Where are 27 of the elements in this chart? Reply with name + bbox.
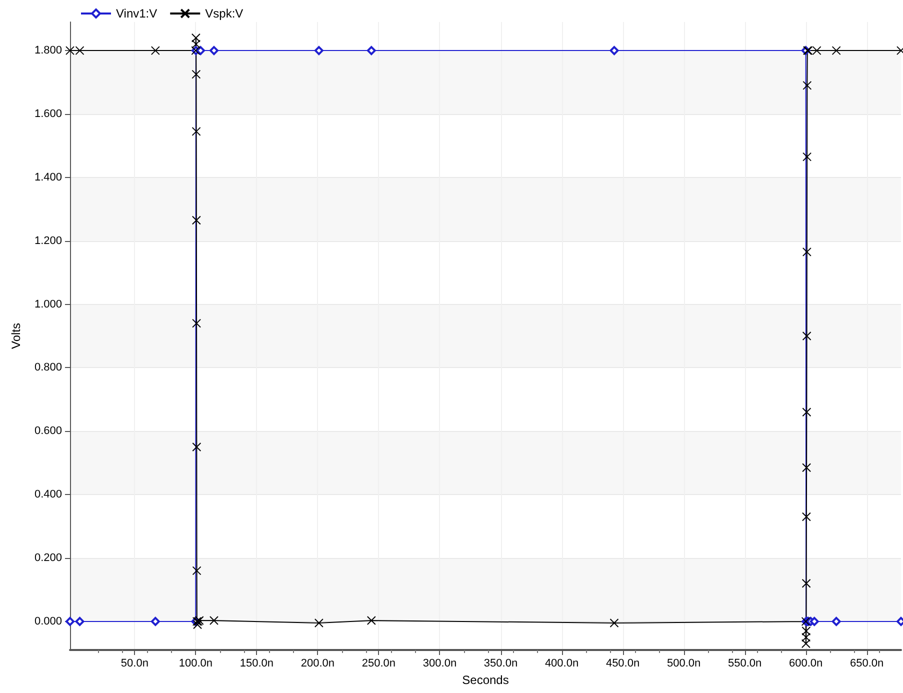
y-tick-label: 0.000: [34, 615, 62, 628]
x-tick-label: 100.0n: [178, 658, 213, 670]
x-tick-label: 500.0n: [666, 658, 701, 670]
x-tick-label: 350.0n: [484, 658, 518, 670]
y-tick-label: 0.400: [34, 488, 62, 501]
y-tick-label: 1.000: [34, 298, 62, 310]
y-tick-label: 1.600: [34, 108, 62, 120]
y-axis-title: Volts: [9, 322, 23, 350]
y-tick-label: 1.200: [34, 234, 62, 247]
x-tick-label: 400.0n: [544, 658, 579, 670]
x-tick-label: 550.0n: [728, 658, 762, 670]
x-tick-label: 150.0n: [240, 658, 274, 670]
x-tick-label: 50.0n: [120, 658, 148, 670]
x-tick-label: 450.0n: [606, 658, 640, 670]
y-tick-label: 1.400: [34, 171, 62, 184]
y-tick-label: 0.600: [34, 425, 62, 438]
y-tick-label: 0.200: [34, 552, 62, 564]
y-tick-label: 1.800: [34, 44, 62, 57]
legend-label: Vinv1:V: [116, 6, 158, 20]
legend-label: Vspk:V: [205, 6, 244, 20]
x-tick-label: 200.0n: [300, 658, 335, 670]
x-tick-label: 650.0n: [850, 658, 884, 670]
x-tick-label: 250.0n: [362, 658, 396, 670]
x-tick-label: 300.0n: [422, 658, 457, 670]
x-axis-title: Seconds: [462, 672, 509, 687]
y-tick-label: 0.800: [34, 362, 62, 374]
x-tick-label: 600.0n: [788, 658, 823, 670]
